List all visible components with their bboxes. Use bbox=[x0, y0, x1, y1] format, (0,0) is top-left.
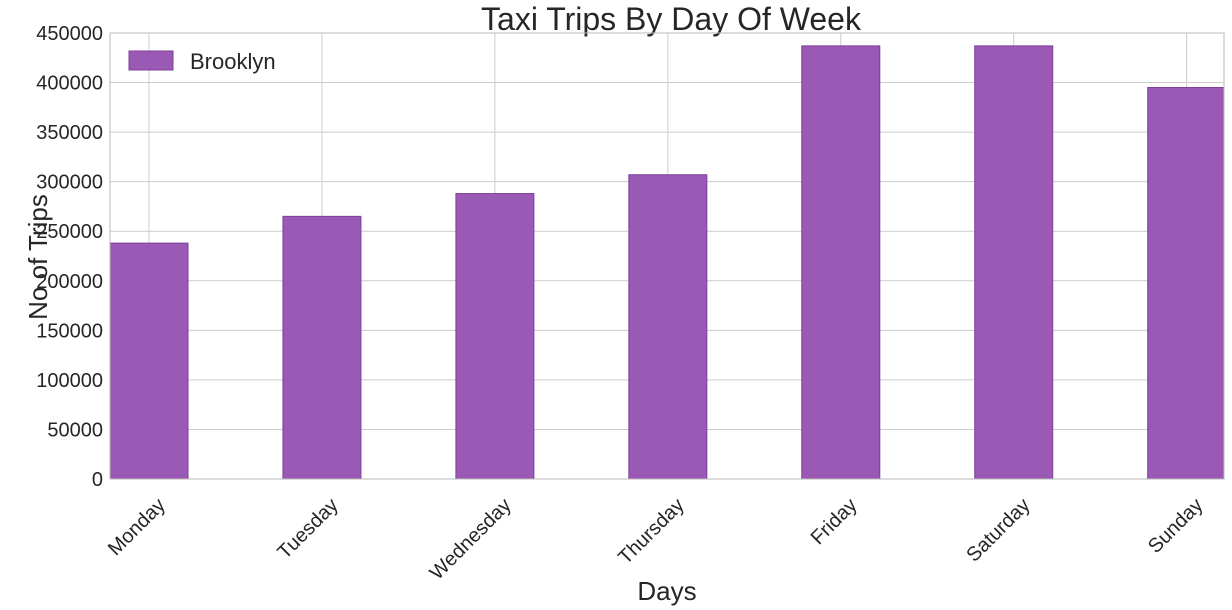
x-tick-label: Tuesday bbox=[274, 494, 343, 563]
plot-frame bbox=[109, 32, 1225, 480]
x-tick-label: Wednesday bbox=[426, 494, 516, 584]
bar bbox=[282, 215, 362, 480]
bar bbox=[109, 242, 189, 480]
x-tick-label: Sunday bbox=[1144, 494, 1208, 558]
x-tick-label: Saturday bbox=[962, 494, 1034, 566]
x-tick-label: Friday bbox=[807, 494, 862, 549]
y-tick-label: 300000 bbox=[36, 172, 103, 194]
y-tick-label: 450000 bbox=[36, 23, 103, 45]
x-axis-label: Days bbox=[637, 576, 696, 606]
x-tick-label: Thursday bbox=[614, 494, 689, 569]
bar bbox=[1147, 87, 1225, 480]
y-tick-label: 200000 bbox=[36, 271, 103, 293]
x-axis-ticks: Monday Tuesday Wednesday Thursday Friday Satu… bbox=[104, 494, 1208, 584]
legend-label: Brooklyn bbox=[190, 49, 276, 74]
legend: Brooklyn bbox=[128, 49, 276, 74]
bar bbox=[974, 45, 1054, 480]
y-axis-ticks: 0 50000 100000 150000 200000 250000 300000 3500… bbox=[36, 23, 103, 491]
y-tick-label: 0 bbox=[92, 469, 103, 491]
bar bbox=[801, 45, 881, 480]
bars-layer bbox=[109, 45, 1225, 480]
chart-title: Taxi Trips By Day Of Week bbox=[481, 1, 862, 37]
y-tick-label: 150000 bbox=[36, 320, 103, 342]
y-tick-label: 350000 bbox=[36, 122, 103, 144]
y-tick-label: 100000 bbox=[36, 370, 103, 392]
x-tick-label: Monday bbox=[104, 494, 170, 560]
y-tick-label: 400000 bbox=[36, 73, 103, 95]
y-axis-label: No of Trips bbox=[23, 194, 53, 320]
bar bbox=[455, 193, 535, 480]
y-tick-label: 50000 bbox=[47, 419, 103, 441]
bar bbox=[628, 174, 708, 480]
y-tick-label: 250000 bbox=[36, 221, 103, 243]
legend-swatch bbox=[128, 50, 174, 71]
